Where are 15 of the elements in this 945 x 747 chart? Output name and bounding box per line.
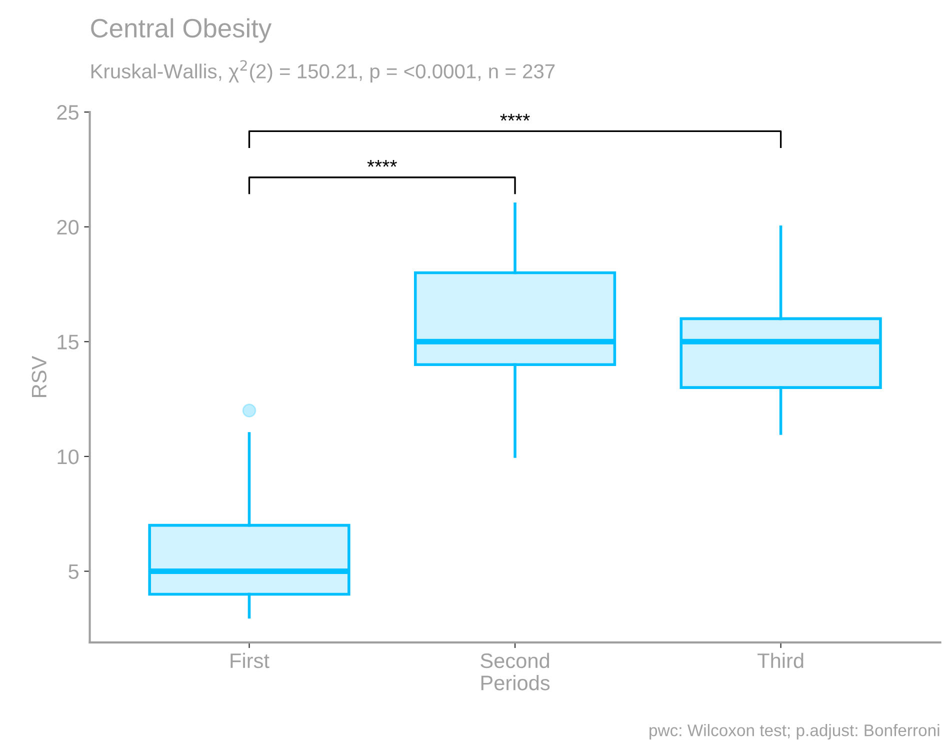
y-tick-label: 20 bbox=[57, 220, 79, 235]
y-tick-label: 15 bbox=[58, 334, 78, 350]
text: pwc: Wilcoxon test; p.adjust: Bonferroni bbox=[650, 724, 940, 740]
chart-subtitle: Kruskal-Wallis, χ$^{2}$(2) = 150.21, p = <0.0001, n = 237 bbox=[91, 60, 555, 82]
annotation: **** bbox=[500, 114, 530, 121]
y-tick-label: 10 bbox=[58, 449, 79, 464]
x-tick-label: First bbox=[230, 652, 270, 668]
chart-title: Central Obesity bbox=[91, 18, 272, 43]
y-axis-title: RSV bbox=[32, 356, 47, 397]
x-tick-label: Second bbox=[480, 652, 550, 668]
y-tick-label: 25 bbox=[57, 105, 78, 120]
annotation: **** bbox=[367, 160, 397, 167]
x-tick-label: Third bbox=[758, 652, 804, 668]
y-tick-label: 5 bbox=[68, 564, 78, 579]
x-axis-title: Periods bbox=[481, 675, 550, 690]
